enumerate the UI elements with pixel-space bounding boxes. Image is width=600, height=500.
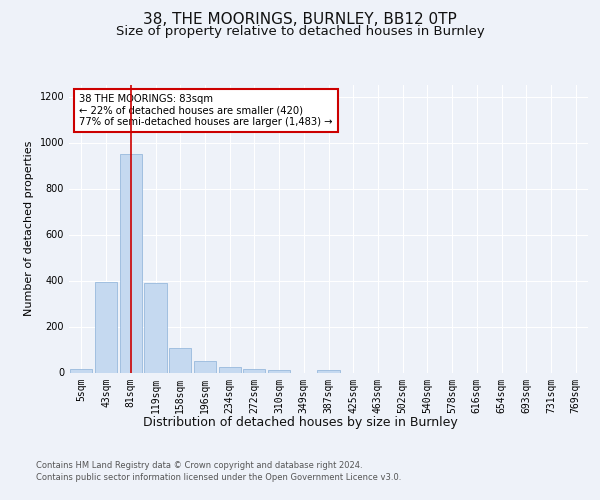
Bar: [119, 154, 142, 372]
Text: 38, THE MOORINGS, BURNLEY, BB12 0TP: 38, THE MOORINGS, BURNLEY, BB12 0TP: [143, 12, 457, 28]
Text: 38 THE MOORINGS: 83sqm
← 22% of detached houses are smaller (420)
77% of semi-de: 38 THE MOORINGS: 83sqm ← 22% of detached…: [79, 94, 333, 127]
Text: Distribution of detached houses by size in Burnley: Distribution of detached houses by size …: [143, 416, 457, 429]
Bar: [194, 361, 216, 372]
Bar: [218, 367, 241, 372]
Bar: [268, 370, 290, 372]
Bar: [95, 282, 117, 372]
Bar: [70, 369, 92, 372]
Y-axis label: Number of detached properties: Number of detached properties: [24, 141, 34, 316]
Bar: [145, 283, 167, 372]
Bar: [317, 370, 340, 372]
Text: Contains HM Land Registry data © Crown copyright and database right 2024.: Contains HM Land Registry data © Crown c…: [36, 461, 362, 470]
Bar: [169, 348, 191, 372]
Bar: [243, 369, 265, 372]
Text: Contains public sector information licensed under the Open Government Licence v3: Contains public sector information licen…: [36, 474, 401, 482]
Text: Size of property relative to detached houses in Burnley: Size of property relative to detached ho…: [116, 25, 484, 38]
